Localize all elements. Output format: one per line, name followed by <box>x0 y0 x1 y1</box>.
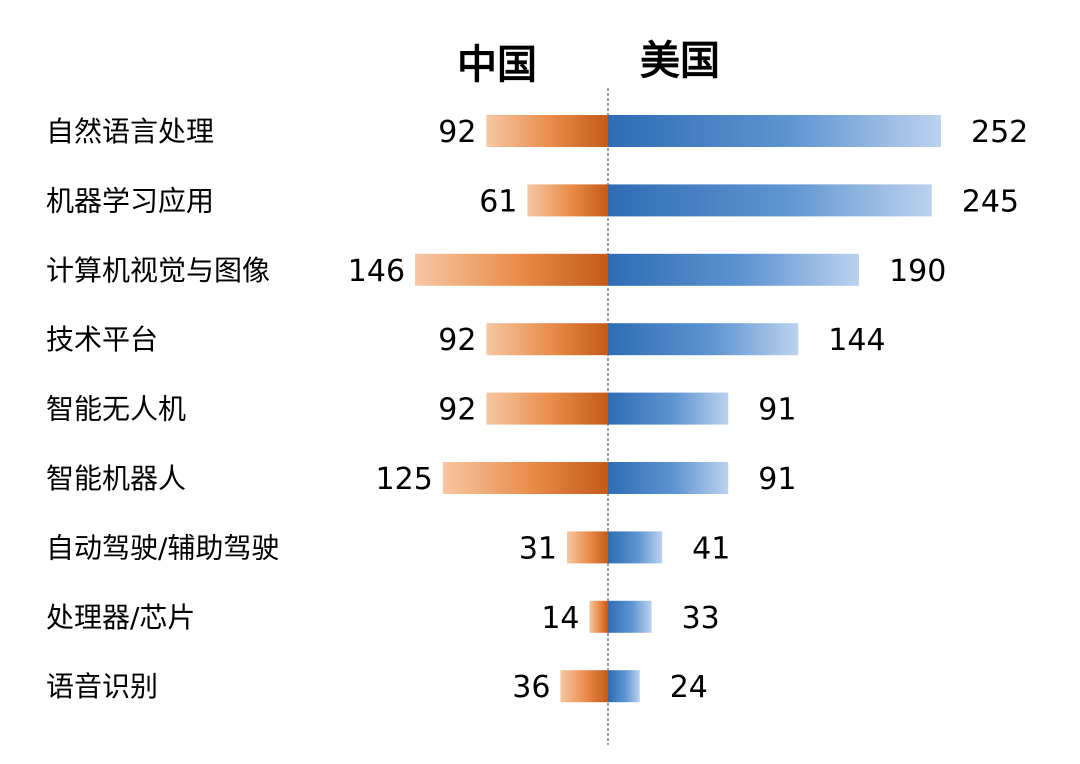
value-label-china: 61 <box>479 184 517 219</box>
bar-usa <box>608 323 799 356</box>
series-header-usa: 美国 <box>640 38 720 84</box>
series-header-china: 中国 <box>457 42 537 88</box>
bar-usa <box>608 531 663 564</box>
bar-usa <box>608 184 932 217</box>
bar-china <box>486 392 608 425</box>
value-label-china: 92 <box>438 393 476 428</box>
value-label-usa: 91 <box>758 462 796 497</box>
bar-usa <box>608 253 860 286</box>
value-label-usa: 91 <box>758 393 796 428</box>
value-label-china: 146 <box>348 254 405 289</box>
bar-china <box>527 184 608 217</box>
value-label-usa: 33 <box>682 601 720 636</box>
bar-usa <box>608 392 729 425</box>
value-label-china: 125 <box>376 462 433 497</box>
bar-usa <box>608 462 729 494</box>
category-label: 计算机视觉与图像 <box>46 254 270 287</box>
value-label-usa: 24 <box>670 670 708 705</box>
value-label-china: 31 <box>519 531 557 566</box>
category-label: 智能无人机 <box>46 393 186 426</box>
bar-china <box>442 462 608 494</box>
bar-china <box>415 253 608 286</box>
value-label-usa: 245 <box>962 184 1019 219</box>
bar-usa <box>608 600 652 633</box>
category-label: 智能机器人 <box>46 462 186 495</box>
bar-usa <box>608 115 941 147</box>
bar-china <box>589 600 608 633</box>
bar-china <box>486 323 608 356</box>
category-label: 自然语言处理 <box>46 115 214 148</box>
bars-layer: 自然语言处理 92 252 机器学习应用 61 245 计算机视觉与图像 146 190 技术平台… <box>46 115 1028 705</box>
value-label-usa: 144 <box>828 323 885 358</box>
value-label-usa: 252 <box>971 115 1028 150</box>
category-label: 语音识别 <box>46 670 158 703</box>
bar-china <box>567 531 608 564</box>
value-label-china: 92 <box>438 115 476 150</box>
value-label-usa: 190 <box>889 254 946 289</box>
category-label: 处理器/芯片 <box>46 601 195 634</box>
category-label: 技术平台 <box>46 323 158 356</box>
value-label-china: 14 <box>541 601 579 636</box>
value-label-usa: 41 <box>692 531 730 566</box>
bar-china <box>560 670 608 703</box>
category-label: 机器学习应用 <box>46 184 214 217</box>
bar-china <box>486 115 608 147</box>
bar-usa <box>608 670 640 703</box>
value-label-china: 92 <box>438 323 476 358</box>
value-label-china: 36 <box>512 670 550 705</box>
category-label: 自动驾驶/辅助驾驶 <box>46 531 279 564</box>
